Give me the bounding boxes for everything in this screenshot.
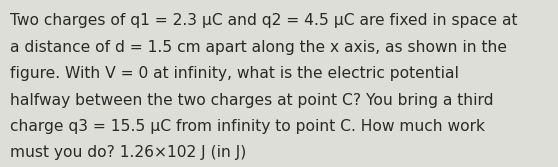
Text: charge q3 = 15.5 μC from infinity to point C. How much work: charge q3 = 15.5 μC from infinity to poi…: [10, 119, 485, 134]
Text: Two charges of q1 = 2.3 μC and q2 = 4.5 μC are fixed in space at: Two charges of q1 = 2.3 μC and q2 = 4.5 …: [10, 13, 517, 28]
Text: figure. With V = 0 at infinity, what is the electric potential: figure. With V = 0 at infinity, what is …: [10, 66, 459, 81]
Text: must you do? 1.26×102 J (in J): must you do? 1.26×102 J (in J): [10, 145, 246, 160]
Text: halfway between the two charges at point C? You bring a third: halfway between the two charges at point…: [10, 93, 493, 108]
Text: a distance of d = 1.5 cm apart along the x axis, as shown in the: a distance of d = 1.5 cm apart along the…: [10, 40, 507, 55]
